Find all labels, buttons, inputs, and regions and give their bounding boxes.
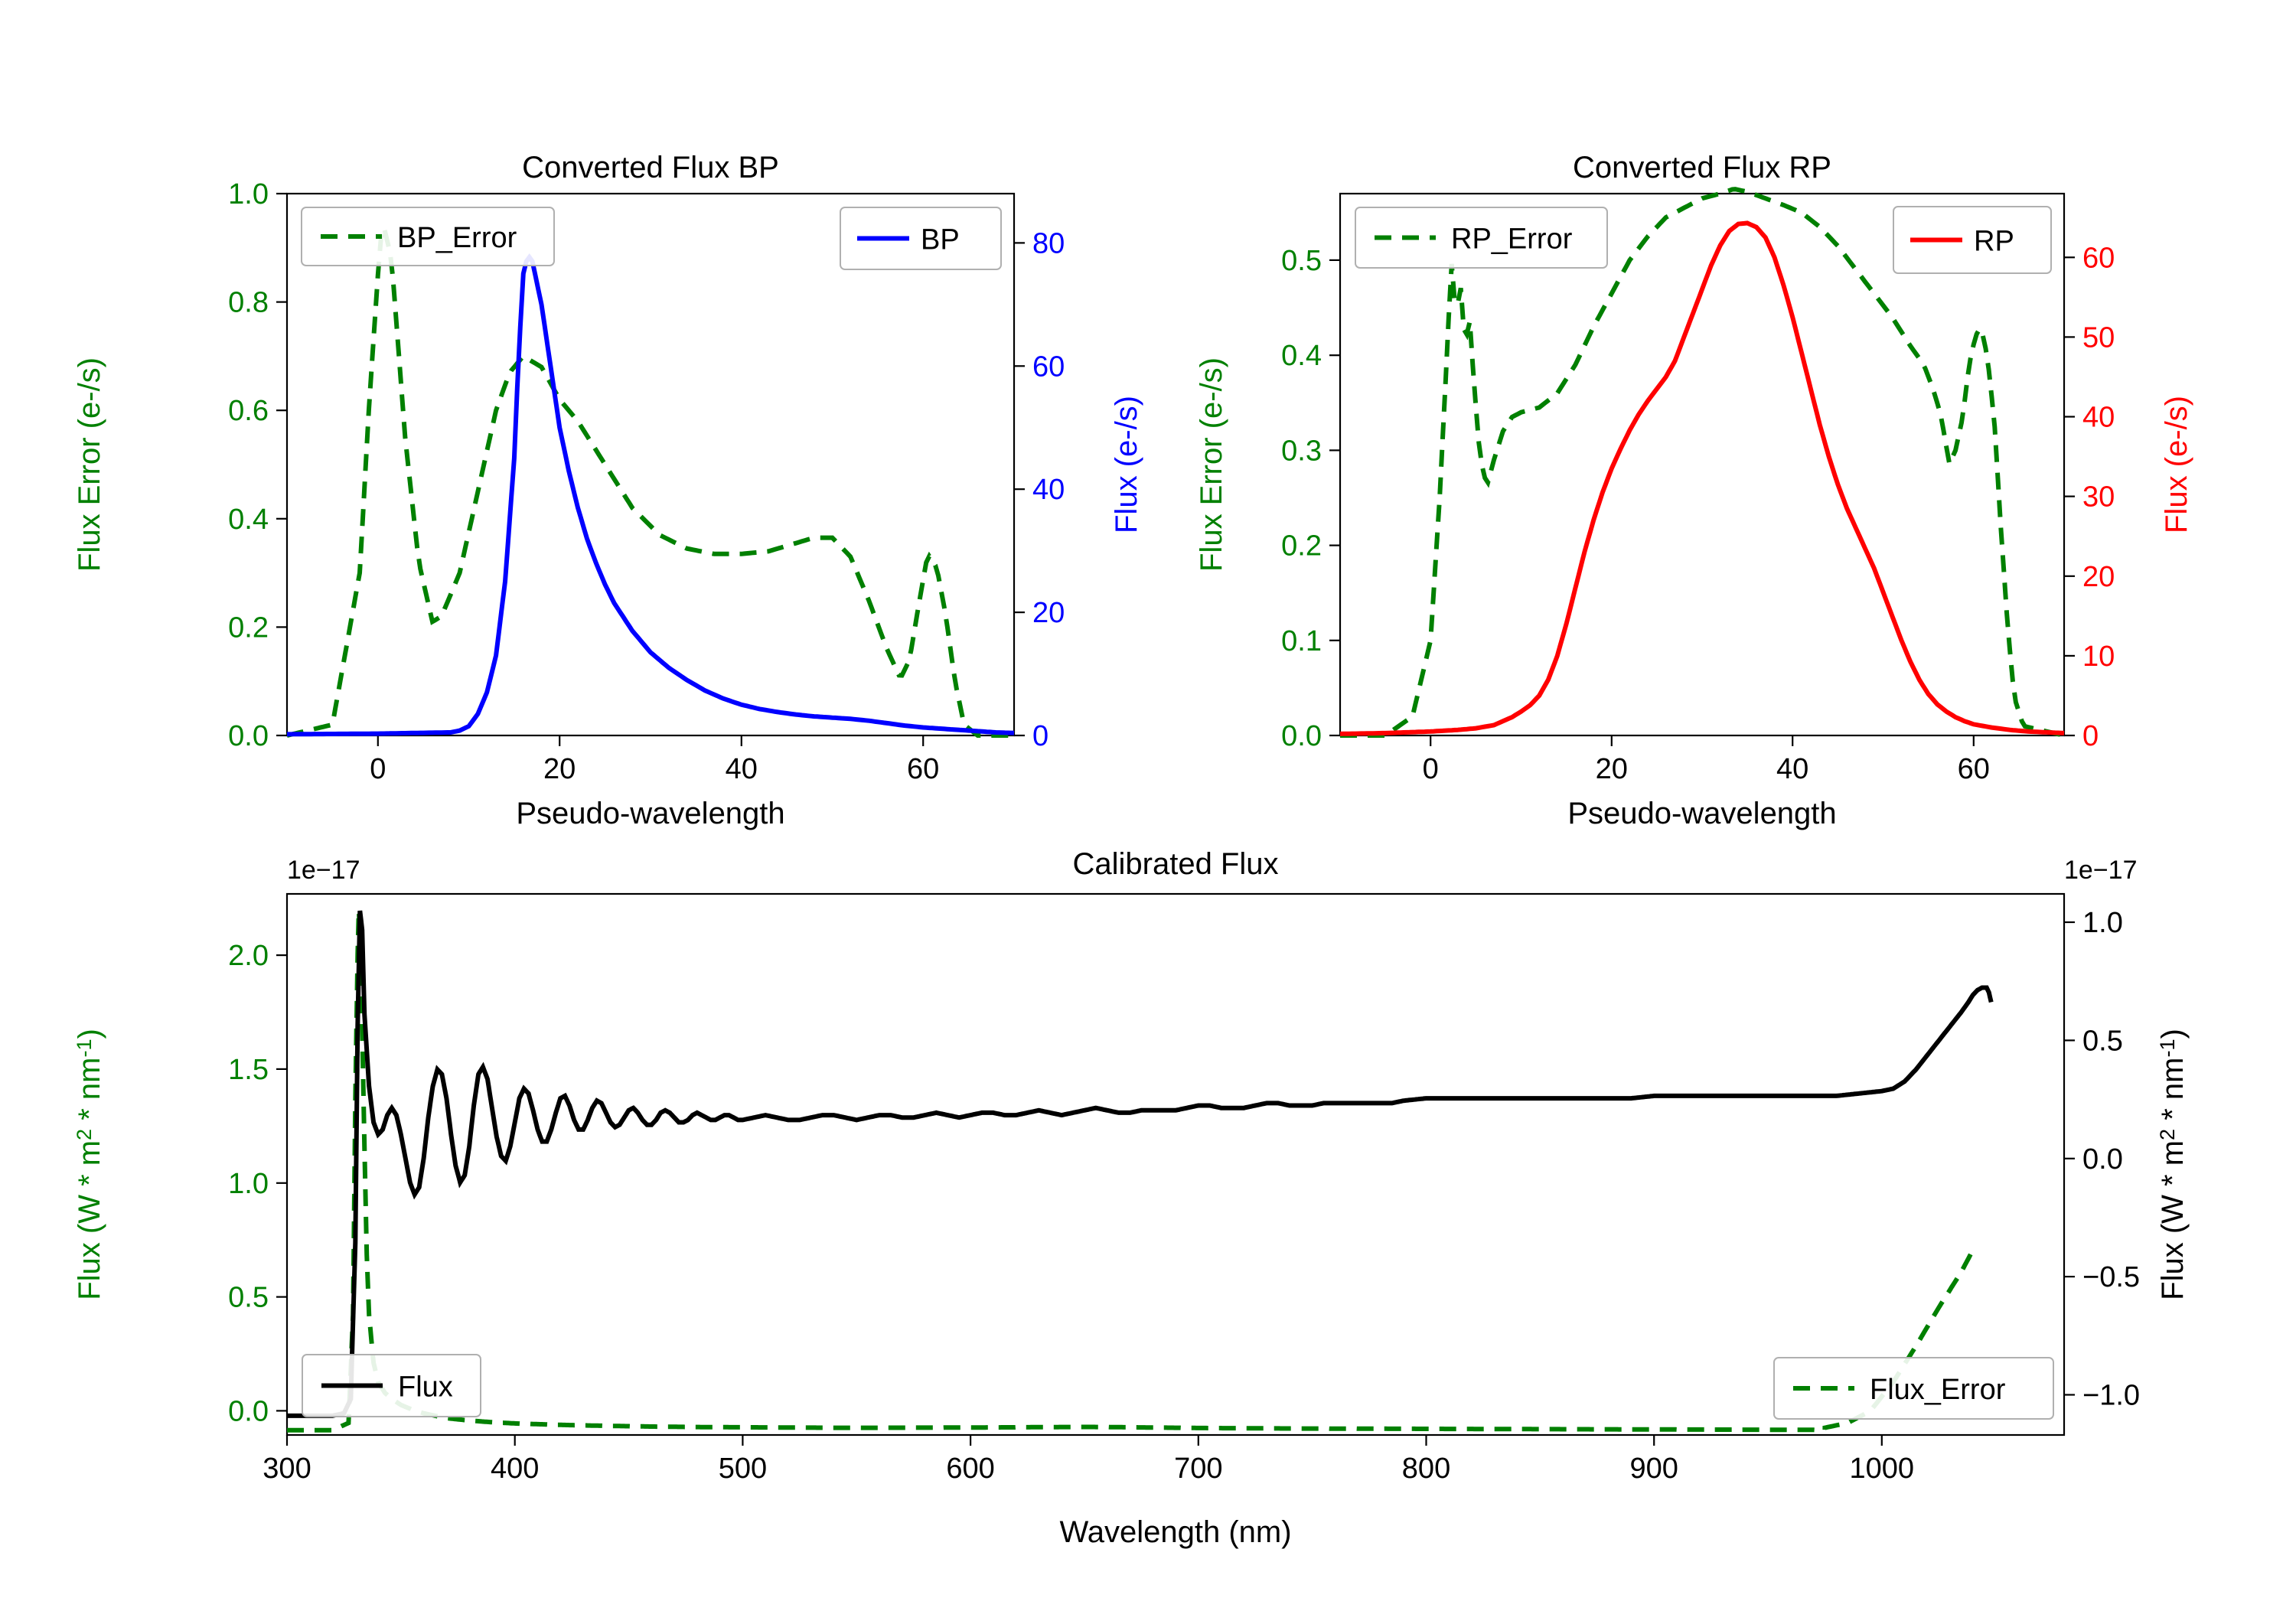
svg-text:80: 80 xyxy=(1032,227,1065,259)
svg-text:RP: RP xyxy=(1974,226,2014,258)
svg-text:Converted Flux RP: Converted Flux RP xyxy=(1573,151,1831,184)
svg-text:0.4: 0.4 xyxy=(228,504,269,536)
svg-text:−1.0: −1.0 xyxy=(2082,1380,2140,1412)
svg-text:0.0: 0.0 xyxy=(2082,1143,2123,1176)
svg-text:500: 500 xyxy=(719,1453,767,1485)
svg-text:20: 20 xyxy=(1032,597,1065,629)
svg-text:1.5: 1.5 xyxy=(228,1054,269,1086)
svg-text:400: 400 xyxy=(491,1453,539,1485)
svg-text:0.6: 0.6 xyxy=(228,395,269,427)
svg-text:0.5: 0.5 xyxy=(1281,245,1322,277)
svg-text:0.5: 0.5 xyxy=(2082,1025,2123,1057)
svg-text:Flux Error (e-/s): Flux Error (e-/s) xyxy=(1195,357,1228,572)
svg-text:0.2: 0.2 xyxy=(228,611,269,644)
svg-text:40: 40 xyxy=(1776,753,1808,785)
svg-text:Flux (W * m2 * nm-1): Flux (W * m2 * nm-1) xyxy=(2156,1029,2190,1300)
svg-text:20: 20 xyxy=(2082,561,2115,593)
svg-text:60: 60 xyxy=(907,753,939,785)
svg-text:1e−17: 1e−17 xyxy=(287,856,360,885)
svg-text:0.8: 0.8 xyxy=(228,287,269,319)
svg-text:60: 60 xyxy=(1958,753,1990,785)
svg-text:0.0: 0.0 xyxy=(228,1395,269,1427)
svg-text:40: 40 xyxy=(726,753,758,785)
svg-text:1.0: 1.0 xyxy=(228,1168,269,1200)
svg-text:Flux (W * m2 * nm-1): Flux (W * m2 * nm-1) xyxy=(73,1029,106,1300)
svg-text:10: 10 xyxy=(2082,641,2115,673)
svg-text:1e−17: 1e−17 xyxy=(2064,856,2138,885)
svg-text:60: 60 xyxy=(1032,351,1065,383)
svg-text:Flux: Flux xyxy=(398,1371,453,1404)
svg-text:0.1: 0.1 xyxy=(1281,625,1322,657)
svg-text:Flux_Error: Flux_Error xyxy=(1870,1374,2006,1406)
svg-text:700: 700 xyxy=(1174,1453,1222,1485)
svg-text:1000: 1000 xyxy=(1850,1453,1915,1485)
svg-text:2.0: 2.0 xyxy=(228,940,269,972)
svg-text:0.2: 0.2 xyxy=(1281,530,1322,563)
svg-text:40: 40 xyxy=(2082,402,2115,434)
svg-text:0.4: 0.4 xyxy=(1281,340,1322,372)
svg-text:Flux (e-/s): Flux (e-/s) xyxy=(2160,396,2193,533)
svg-text:20: 20 xyxy=(1596,753,1628,785)
svg-text:60: 60 xyxy=(2082,242,2115,274)
svg-text:1.0: 1.0 xyxy=(2082,907,2123,939)
svg-text:30: 30 xyxy=(2082,481,2115,514)
svg-text:Flux (e-/s): Flux (e-/s) xyxy=(1110,396,1143,533)
svg-text:40: 40 xyxy=(1032,474,1065,506)
svg-text:900: 900 xyxy=(1629,1453,1678,1485)
svg-text:0.0: 0.0 xyxy=(1281,720,1322,752)
svg-text:1.0: 1.0 xyxy=(228,178,269,210)
svg-text:50: 50 xyxy=(2082,321,2115,354)
svg-text:0: 0 xyxy=(370,753,386,785)
svg-text:Wavelength (nm): Wavelength (nm) xyxy=(1059,1515,1291,1549)
svg-text:−0.5: −0.5 xyxy=(2082,1261,2140,1293)
svg-text:800: 800 xyxy=(1402,1453,1450,1485)
svg-text:0.5: 0.5 xyxy=(228,1282,269,1314)
svg-text:BP: BP xyxy=(921,224,960,256)
svg-text:600: 600 xyxy=(946,1453,994,1485)
svg-text:Flux Error (e-/s): Flux Error (e-/s) xyxy=(73,357,106,572)
svg-text:0: 0 xyxy=(1032,720,1049,752)
svg-text:20: 20 xyxy=(543,753,576,785)
svg-text:0.0: 0.0 xyxy=(228,720,269,752)
svg-text:300: 300 xyxy=(263,1453,311,1485)
svg-text:Calibrated Flux: Calibrated Flux xyxy=(1072,847,1278,881)
svg-text:0.3: 0.3 xyxy=(1281,435,1322,467)
svg-text:BP_Error: BP_Error xyxy=(397,222,517,254)
svg-text:0: 0 xyxy=(2082,720,2099,752)
svg-text:0: 0 xyxy=(1423,753,1439,785)
svg-text:RP_Error: RP_Error xyxy=(1451,223,1573,256)
svg-text:Converted Flux BP: Converted Flux BP xyxy=(522,151,779,184)
